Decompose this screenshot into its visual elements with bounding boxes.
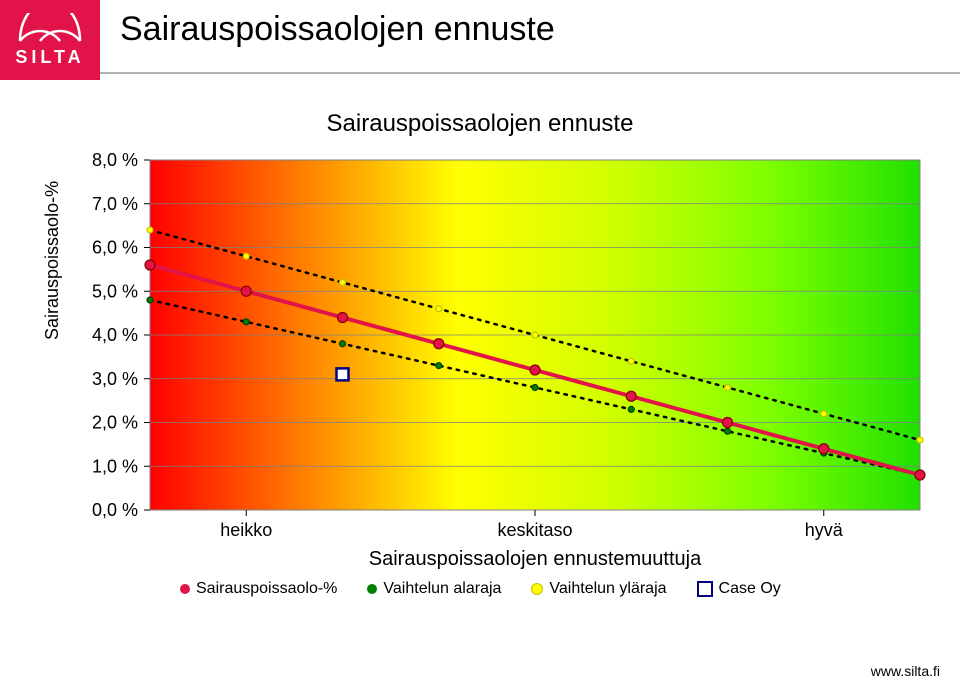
- svg-text:3,0 %: 3,0 %: [92, 369, 138, 389]
- legend-marker-upper: [531, 583, 543, 595]
- svg-text:7,0 %: 7,0 %: [92, 194, 138, 214]
- svg-text:Sairauspoissaolojen ennustemuu: Sairauspoissaolojen ennustemuuttuja: [369, 548, 702, 570]
- legend-marker-lower: [367, 584, 377, 594]
- chart: 0,0 % 1,0 % 2,0 % 3,0 % 4,0 % 5,0 % 6,0 % 7,0 %…: [60, 150, 930, 600]
- legend-label-upper: Vaihtelun yläraja: [549, 580, 666, 598]
- legend-item-upper: Vaihtelun yläraja: [531, 580, 666, 598]
- svg-text:2,0 %: 2,0 %: [92, 413, 138, 433]
- legend-marker-case: [697, 581, 713, 597]
- logo: SILTA: [0, 0, 100, 80]
- legend-item-lower: Vaihtelun alaraja: [367, 580, 501, 598]
- svg-text:hyvä: hyvä: [805, 520, 844, 540]
- legend-label-lower: Vaihtelun alaraja: [383, 580, 501, 598]
- slide: SILTA Sairauspoissaolojen ennuste Sairau…: [0, 0, 960, 689]
- logo-arcs-icon: [15, 13, 85, 43]
- svg-text:6,0 %: 6,0 %: [92, 238, 138, 258]
- page-title: Sairauspoissaolojen ennuste: [120, 10, 555, 49]
- svg-text:8,0 %: 8,0 %: [92, 150, 138, 170]
- svg-text:heikko: heikko: [220, 520, 272, 540]
- svg-text:4,0 %: 4,0 %: [92, 325, 138, 345]
- footer-url: www.silta.fi: [871, 663, 940, 679]
- title-rule: [100, 72, 960, 74]
- chart-title: Sairauspoissaolojen ennuste: [0, 110, 960, 138]
- svg-text:1,0 %: 1,0 %: [92, 456, 138, 476]
- legend-item-case: Case Oy: [697, 580, 781, 598]
- legend: Sairauspoissaolo-% Vaihtelun alaraja Vai…: [180, 580, 880, 598]
- svg-text:0,0 %: 0,0 %: [92, 500, 138, 520]
- svg-text:5,0 %: 5,0 %: [92, 281, 138, 301]
- logo-text: SILTA: [15, 47, 84, 68]
- legend-item-main: Sairauspoissaolo-%: [180, 580, 337, 598]
- legend-label-case: Case Oy: [719, 580, 781, 598]
- legend-label-main: Sairauspoissaolo-%: [196, 580, 337, 598]
- chart-svg: 0,0 % 1,0 % 2,0 % 3,0 % 4,0 % 5,0 % 6,0 % 7,0 %…: [60, 150, 930, 600]
- svg-text:keskitaso: keskitaso: [497, 520, 572, 540]
- legend-marker-main: [180, 584, 190, 594]
